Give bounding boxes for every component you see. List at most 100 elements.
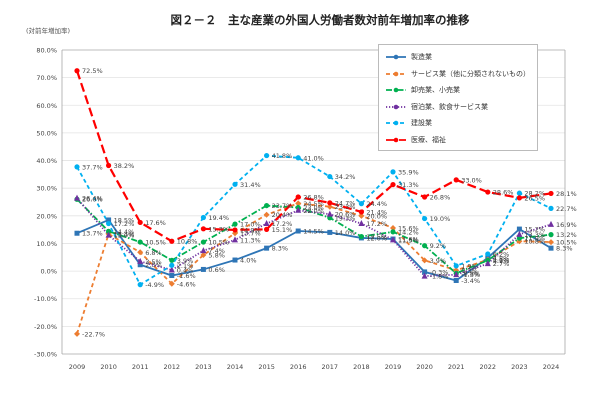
data-label: 24.5% (303, 200, 324, 208)
data-point (168, 266, 175, 273)
y-tick-label: 10.0% (36, 240, 57, 248)
data-point (200, 247, 207, 254)
data-label: 13.0% (114, 232, 135, 240)
data-point (327, 229, 333, 235)
data-label: 23.3% (335, 203, 356, 211)
data-label: 11.6% (398, 236, 419, 244)
x-tick-label: 2014 (227, 363, 244, 371)
data-point (264, 245, 270, 251)
data-label: 20.6% (335, 211, 356, 219)
data-label: 11.9% (524, 235, 545, 243)
data-point (453, 177, 459, 183)
data-point (485, 189, 491, 195)
data-label: 17.2% (114, 220, 135, 228)
data-label: 72.5% (82, 67, 103, 75)
series-line (76, 202, 552, 335)
data-point (548, 239, 554, 246)
legend-item: 建設業 (385, 115, 537, 132)
data-point (295, 155, 301, 161)
data-label: 3.9% (493, 257, 510, 265)
data-point (327, 200, 333, 206)
legend-swatch (386, 137, 406, 143)
data-point (200, 266, 206, 272)
data-point (422, 215, 428, 222)
data-point (358, 233, 364, 240)
data-point (74, 194, 80, 201)
data-point (358, 212, 365, 219)
data-label: 31.3% (398, 181, 419, 189)
data-label: 19.0% (430, 215, 451, 223)
legend-swatch (386, 120, 406, 126)
data-label: 26.0% (82, 196, 103, 204)
legend-item: 宿泊業、飲食サービス業 (385, 99, 537, 116)
data-point (516, 190, 523, 196)
data-point (106, 228, 112, 234)
x-axis-ticks: 2009 2010 2011 2012 2013 2014 2015 2016 2017 2018… (69, 363, 560, 371)
data-label: 22.7% (556, 205, 577, 213)
data-point (421, 272, 428, 279)
data-label: 0.6% (208, 266, 225, 274)
x-tick-label: 2024 (543, 363, 560, 371)
data-point (516, 235, 523, 241)
data-point (200, 239, 206, 245)
legend-swatch (386, 104, 406, 110)
data-label: 9.2% (430, 242, 447, 250)
y-tick-label: 50.0% (36, 129, 57, 137)
data-label: 3.9% (177, 257, 194, 265)
data-label: -1.3% (461, 271, 480, 279)
data-label: 11.3% (398, 236, 419, 244)
data-label: 13.3% (524, 231, 545, 239)
data-point (168, 280, 175, 287)
data-label: 15.2% (524, 226, 545, 234)
legend-item: 製造業 (385, 49, 537, 66)
legend-swatch (386, 54, 406, 60)
y-tick-label: 0.0% (40, 268, 57, 276)
data-label: 8.3% (556, 245, 573, 253)
data-point (106, 220, 112, 227)
series-lines (75, 70, 552, 335)
data-point (74, 68, 80, 74)
y-tick-label: 70.0% (36, 74, 57, 82)
series-markers (74, 68, 554, 337)
data-label: 2.1% (177, 262, 194, 270)
data-label: 10.5% (556, 239, 577, 247)
data-label: 0.3% (461, 267, 478, 275)
data-label: 23.7% (272, 202, 293, 210)
data-label: -4.9% (145, 281, 164, 289)
data-point (232, 221, 238, 227)
data-label: -0.3% (430, 268, 449, 276)
legend: 製造業 サービス業（他に分類されないもの） 卸売業、小売業 宿泊業、飲食サービス業 建設… (378, 44, 538, 151)
legend-item: 医療、福祉 (385, 132, 537, 149)
data-point (232, 257, 238, 263)
data-label: -1.8% (430, 273, 449, 281)
data-point (137, 239, 143, 245)
data-point (484, 260, 491, 267)
data-point (295, 228, 301, 234)
data-point (74, 230, 80, 236)
data-point (106, 217, 112, 223)
data-label: -0.8% (461, 270, 480, 278)
series-line (76, 154, 552, 286)
series-line (75, 70, 552, 243)
data-point (295, 206, 302, 213)
data-label: -1.6% (177, 272, 196, 280)
data-label: 2.7% (493, 260, 510, 268)
data-label: 13.2% (556, 231, 577, 239)
data-point (264, 226, 270, 232)
data-point (548, 232, 554, 238)
data-label: 26.5% (524, 194, 545, 202)
data-label: 23.0% (303, 204, 324, 212)
data-label: 15.6% (398, 224, 419, 232)
data-point (327, 173, 333, 180)
data-label: 24.7% (335, 199, 356, 207)
legend-label: 卸売業、小売業 (411, 86, 460, 95)
data-point (169, 257, 175, 263)
data-label: 6.8% (145, 249, 162, 257)
y-axis-label: (対前年増加率) (26, 27, 71, 35)
data-point (264, 202, 270, 209)
data-point (358, 201, 364, 207)
data-point (390, 236, 396, 243)
data-label: 17.2% (272, 220, 293, 228)
data-label: 15.1% (272, 226, 293, 234)
